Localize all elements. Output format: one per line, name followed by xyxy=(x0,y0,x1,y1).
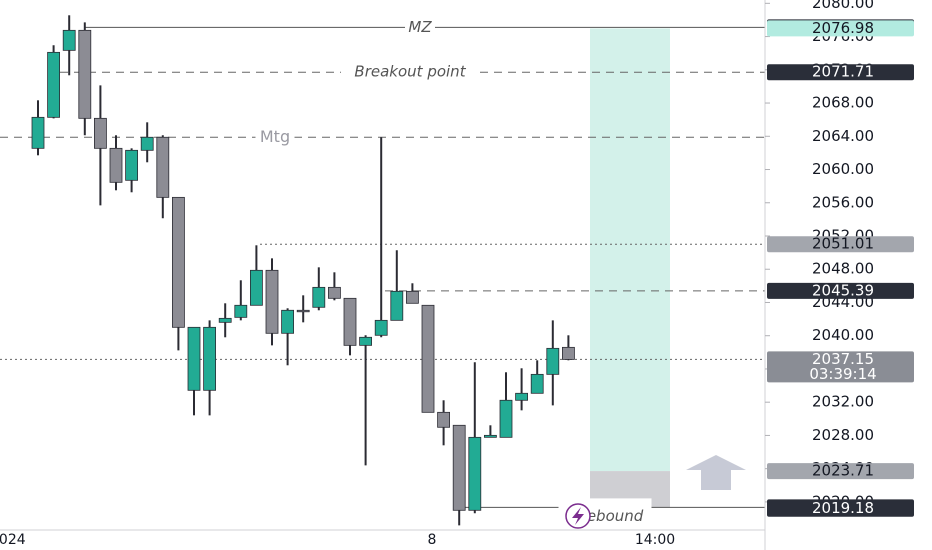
level-label-bg xyxy=(341,63,479,82)
level-label: Breakout point xyxy=(354,63,466,81)
target-zone xyxy=(590,28,670,472)
candle-body xyxy=(203,326,217,391)
candle-body xyxy=(452,424,466,511)
candle-body xyxy=(312,286,326,308)
candle-body xyxy=(234,304,248,318)
price-tag-label: 2051.01 xyxy=(812,235,874,253)
level-label-bg xyxy=(405,18,435,37)
price-tag-label: 2045.39 xyxy=(812,281,874,299)
y-tick-label: 2028.00 xyxy=(812,426,874,444)
candle-body xyxy=(78,29,92,119)
candle-body xyxy=(125,149,138,181)
candle-body xyxy=(218,317,232,323)
candles-layer xyxy=(31,15,575,526)
candle-body xyxy=(515,392,528,401)
y-tick-label: 2048.00 xyxy=(812,260,874,278)
y-tick-label: 2032.00 xyxy=(812,393,874,411)
candle-body xyxy=(562,346,575,360)
candle-body xyxy=(546,347,560,375)
candle-body xyxy=(359,336,373,346)
candle-body xyxy=(281,309,295,334)
y-tick-label: 2068.00 xyxy=(812,94,874,112)
candle-body xyxy=(296,309,310,313)
candle-body xyxy=(405,290,419,304)
price-tag xyxy=(767,20,914,37)
price-tag xyxy=(767,351,914,383)
candle-body xyxy=(47,51,60,118)
level-label: Mtg xyxy=(260,127,290,146)
candle-body xyxy=(156,136,170,198)
price-tag xyxy=(767,236,914,253)
candle-body xyxy=(109,147,123,183)
candle-body xyxy=(421,304,435,413)
y-tick-label: 2040.00 xyxy=(812,326,874,344)
alert-icon-bolt xyxy=(572,507,584,525)
candle-body xyxy=(62,29,76,51)
price-tag-label: 2076.98 xyxy=(812,19,874,37)
candle-body xyxy=(171,196,185,328)
x-tick-label: 2024 xyxy=(0,532,26,548)
candle-body xyxy=(343,297,357,346)
candle-body xyxy=(249,269,263,306)
price-tag-countdown: 03:39:14 xyxy=(809,365,876,383)
price-tag-label: 2023.71 xyxy=(812,462,874,480)
candle-body xyxy=(31,116,45,149)
zone-layer xyxy=(590,28,670,508)
candle-body xyxy=(140,136,154,151)
candle-body xyxy=(437,411,451,428)
candle-body xyxy=(94,117,107,149)
price-tag xyxy=(767,64,914,81)
x-tick-label: 14:00 xyxy=(635,532,675,548)
candle-body xyxy=(327,286,341,299)
candle-body xyxy=(499,399,513,438)
x-tick-label: 8 xyxy=(428,532,437,548)
candle-body xyxy=(265,269,279,334)
candle-body xyxy=(187,326,201,391)
price-tag xyxy=(767,500,914,517)
y-tick-label: 2064.00 xyxy=(812,127,874,145)
arrow-icon xyxy=(686,455,746,490)
y-tick-label: 2080.00 xyxy=(812,0,874,12)
candle-body xyxy=(530,373,544,394)
candle-body xyxy=(468,436,482,511)
level-label: MZ xyxy=(408,18,432,36)
price-tag-label: 2037.15 xyxy=(812,350,874,368)
y-tick-label: 2056.00 xyxy=(812,193,874,211)
candle-body xyxy=(374,319,388,336)
price-tags: 2077.102076.982071.712051.012045.392037.… xyxy=(767,18,914,517)
price-tag-label: 2019.18 xyxy=(812,499,874,517)
candle-body xyxy=(390,290,404,321)
y-tick-label: 2060.00 xyxy=(812,160,874,178)
price-tag-label: 2071.71 xyxy=(812,63,874,81)
candle-body xyxy=(483,434,497,438)
level-label-bg xyxy=(255,128,295,147)
price-tag xyxy=(767,282,914,299)
price-tag xyxy=(767,463,914,480)
